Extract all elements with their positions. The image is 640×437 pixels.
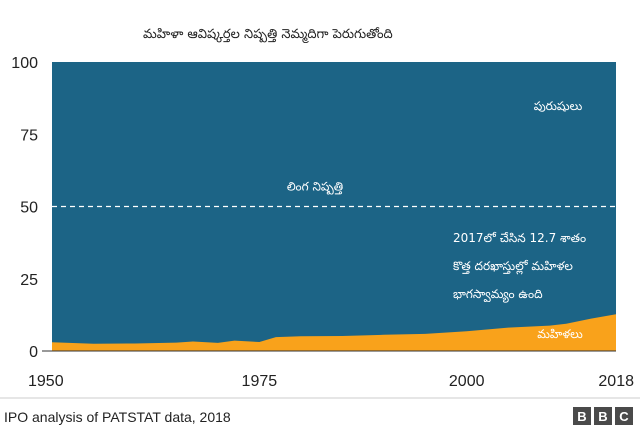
chart-title: మహిళా ఆవిష్కర్తల నిష్పత్తి నెమ్మదిగా పెర… [143,27,393,44]
annotation-line-1: 2017లో చేసిన 12.7 శాతం [453,231,586,245]
annotation-line-3: భాగస్వామ్యం ఉంది [453,287,543,303]
y-tick-label: 100 [11,55,38,72]
men-series-label: పురుషులు [534,99,583,113]
x-tick-label: 1950 [28,373,64,390]
annotation-line-2: కొత్త దరఖాస్తుల్లో మహిళల [453,259,573,275]
bbc-logo: B B C [573,407,633,425]
women-area [52,314,616,351]
plot-area: లింగ నిష్పత్తి పురుషులు మహిళలు 2017లో చే… [52,62,616,351]
x-tick-label: 2000 [449,373,485,390]
svg-text:B: B [577,409,586,424]
x-tick-label: 2018 [598,373,634,390]
women-series-label: మహిళలు [537,327,583,341]
y-tick-label: 0 [29,344,38,361]
x-axis: 1950 1975 2000 2018 [28,373,634,390]
gender-parity-label: లింగ నిష్పత్తి [287,180,343,196]
y-axis: 0 25 50 75 100 [11,55,616,361]
y-tick-label: 50 [20,200,38,217]
svg-text:C: C [619,409,629,424]
x-tick-label: 1975 [242,373,278,390]
y-tick-label: 25 [20,272,38,289]
y-tick-label: 75 [20,127,38,144]
source-text: IPO analysis of PATSTAT data, 2018 [4,409,231,425]
svg-text:B: B [598,409,607,424]
